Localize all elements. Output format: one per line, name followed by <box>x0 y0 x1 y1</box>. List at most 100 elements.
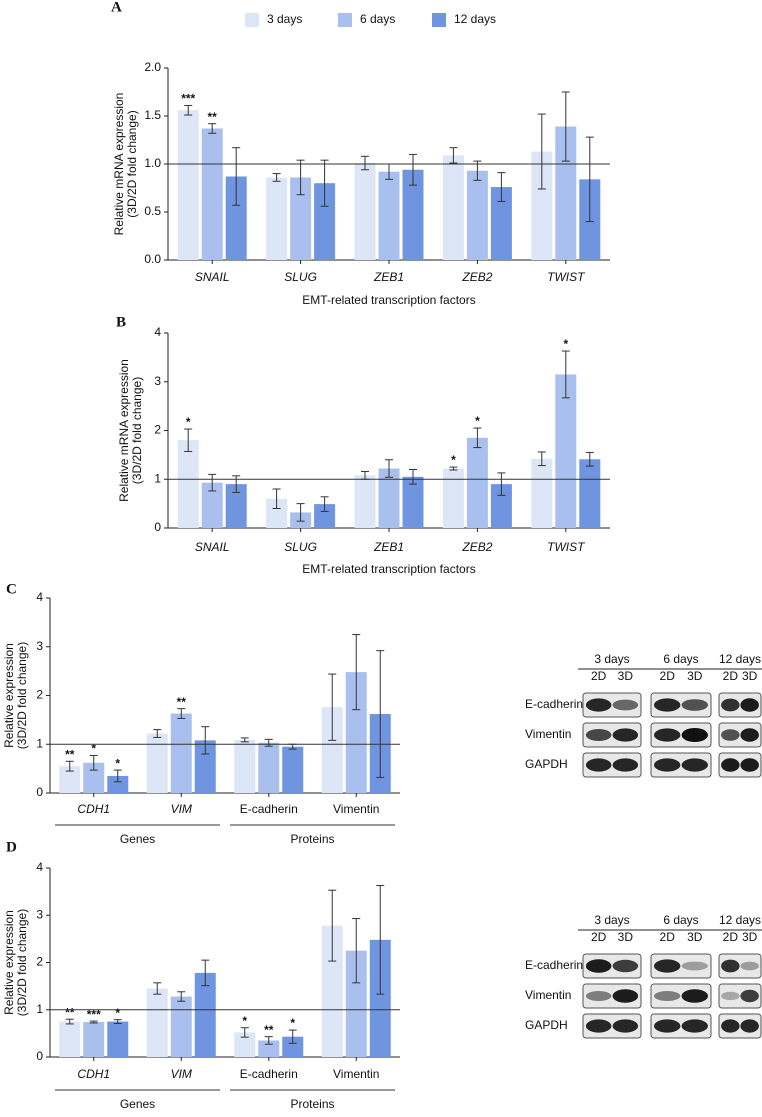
lane-label: 3D <box>618 669 634 683</box>
row-label: GAPDH <box>525 1018 568 1032</box>
y-axis-label: Relative expression <box>2 643 16 748</box>
significance: *** <box>181 92 195 106</box>
y-tick-label: 4 <box>36 590 43 604</box>
error-bar <box>361 155 369 171</box>
error-bar <box>240 1027 249 1038</box>
bar <box>354 475 376 528</box>
row-label: E-cadherin <box>525 958 583 972</box>
bar <box>402 476 424 528</box>
blot-band <box>654 959 681 973</box>
lane-label: 3D <box>687 669 703 683</box>
blot-band <box>681 1019 708 1033</box>
bar <box>442 468 464 528</box>
error-bar <box>272 173 281 182</box>
blot-band <box>740 758 759 772</box>
blot-band <box>612 758 639 772</box>
y-axis-label: (3D/2D fold change) <box>130 377 144 484</box>
bar <box>321 925 343 1057</box>
bar <box>314 504 336 528</box>
panel-letter: B <box>116 314 126 330</box>
x-tick-label: SLUG <box>284 540 317 554</box>
bar <box>402 169 424 260</box>
error-bar <box>232 147 241 206</box>
error-bar <box>352 918 361 984</box>
blot-band <box>721 758 740 772</box>
error-bar <box>184 428 193 452</box>
blot-band <box>721 991 740 1001</box>
y-tick-label: 3 <box>36 639 43 653</box>
blot-band <box>654 728 681 742</box>
blot-band <box>654 1019 681 1033</box>
bar <box>59 1021 81 1057</box>
blot-band <box>740 961 759 971</box>
error-bar <box>409 153 417 186</box>
blot-band <box>654 991 681 1001</box>
bar <box>234 1032 256 1057</box>
bar <box>170 996 192 1057</box>
significance: * <box>186 415 191 429</box>
error-bar <box>208 123 217 134</box>
legend-label: 6 days <box>360 12 395 26</box>
bar <box>177 110 199 261</box>
error-bar <box>240 737 249 743</box>
blot-band <box>681 989 708 1003</box>
bar <box>194 972 216 1057</box>
x-tick-label: Vimentin <box>333 802 379 816</box>
x-tick-label: TWIST <box>547 540 586 554</box>
blot-band <box>681 728 708 742</box>
significance: *** <box>87 1007 101 1021</box>
period-label: 12 days <box>719 913 761 927</box>
error-bar <box>272 488 281 509</box>
x-tick-label: SLUG <box>284 270 317 284</box>
error-bar <box>113 1019 122 1024</box>
bar <box>266 177 288 260</box>
y-tick-label: 1 <box>36 1002 43 1016</box>
error-bar <box>153 729 162 738</box>
row-label: GAPDH <box>525 757 568 771</box>
y-tick-label: 2 <box>36 955 43 969</box>
x-axis-label: EMT-related transcription factors <box>302 562 475 576</box>
bar <box>258 1040 280 1057</box>
bar <box>201 128 223 260</box>
blot-band <box>740 698 759 712</box>
y-tick-label: 2.0 <box>144 60 161 74</box>
blot-band <box>721 729 740 741</box>
blot-band <box>585 758 612 772</box>
group-label: Proteins <box>290 1097 334 1111</box>
significance: ** <box>208 110 218 124</box>
legend-label: 3 days <box>267 12 302 26</box>
bar <box>321 707 343 793</box>
lane-label: 2D <box>591 930 607 944</box>
significance: * <box>91 742 96 756</box>
row-label: Vimentin <box>525 727 571 741</box>
error-bar <box>473 427 482 449</box>
error-bar <box>328 673 337 741</box>
blot-band <box>612 699 639 711</box>
y-tick-label: 3 <box>154 374 161 388</box>
period-label: 3 days <box>594 913 629 927</box>
error-bar <box>65 760 74 772</box>
lane-label: 2D <box>660 669 676 683</box>
significance: ** <box>177 695 187 709</box>
lane-label: 2D <box>723 669 739 683</box>
error-bar <box>177 708 186 719</box>
lane-label: 3D <box>742 669 758 683</box>
y-tick-label: 3 <box>36 907 43 921</box>
row-label: Vimentin <box>525 988 571 1002</box>
group-label: Proteins <box>290 832 334 846</box>
panel-letter: C <box>6 581 17 597</box>
bar <box>378 171 400 260</box>
error-bar <box>113 769 122 783</box>
y-axis-label: (3D/2D fold change) <box>15 909 29 1016</box>
bar <box>146 733 168 793</box>
error-bar <box>537 451 546 467</box>
bar <box>170 713 192 793</box>
error-bar <box>376 884 385 995</box>
y-tick-label: 1.5 <box>144 108 161 122</box>
x-tick-label: ZEB2 <box>461 270 492 284</box>
y-tick-label: 2 <box>154 423 161 437</box>
blot-band <box>585 698 612 712</box>
error-bar <box>585 451 594 467</box>
error-bar <box>320 159 329 207</box>
